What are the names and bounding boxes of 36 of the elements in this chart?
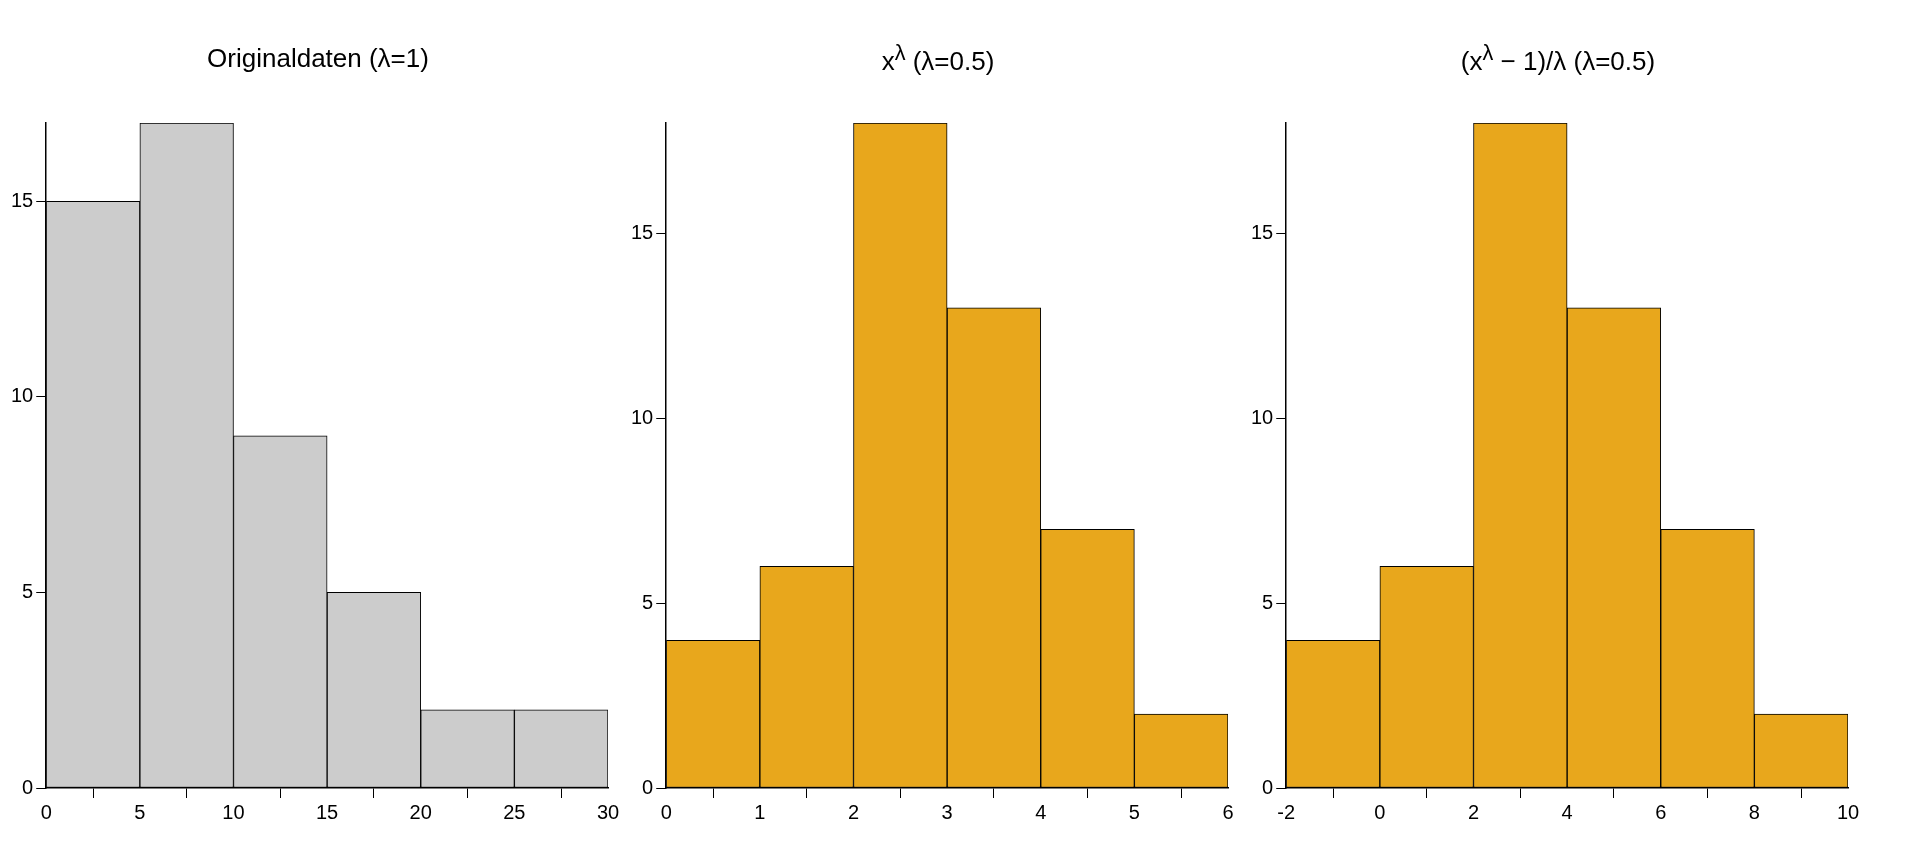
- chart-title: (x$^{λ}$ − 1)/λ (λ=0.5): [1460, 39, 1656, 77]
- x-tick-label: 4: [1561, 800, 1573, 823]
- x-tick-label: 0: [40, 800, 52, 823]
- y-tick-label: 0: [22, 775, 34, 798]
- y-tick-label: 5: [22, 579, 34, 602]
- x-tick-label: 5: [1128, 800, 1140, 823]
- y-tick-label: 0: [1262, 775, 1274, 798]
- x-tick-label: 10: [222, 800, 245, 823]
- x-tick-label: 25: [503, 800, 526, 823]
- x-tick-label: 4: [1035, 800, 1047, 823]
- x-tick-label: 0: [1374, 800, 1386, 823]
- y-tick-label: 15: [631, 221, 654, 244]
- y-tick-label: 10: [11, 384, 34, 407]
- y-tick-label: 10: [1251, 406, 1274, 429]
- chart-title: x$^{λ}$ (λ=0.5): [881, 39, 995, 77]
- x-tick-label: 2: [847, 800, 860, 823]
- x-tick-label: 6: [1655, 800, 1667, 823]
- x-tick-label: 2: [1467, 800, 1480, 823]
- y-tick-label: 15: [1251, 221, 1274, 244]
- x-tick-label: 10: [1836, 800, 1860, 823]
- x-tick-label: 1: [754, 800, 766, 823]
- chart-title: Originaldaten (λ=1): [207, 42, 429, 74]
- y-tick-label: 5: [642, 590, 654, 613]
- x-tick-label: 30: [596, 800, 620, 823]
- x-tick-label: 20: [409, 800, 432, 823]
- x-tick-label: 15: [316, 800, 339, 823]
- y-tick-label: 0: [642, 775, 654, 798]
- x-tick-label: 5: [134, 800, 146, 823]
- x-tick-label: 6: [1222, 800, 1234, 823]
- x-tick-label: 0: [660, 800, 672, 823]
- x-tick-label: -2: [1277, 800, 1296, 823]
- y-tick-label: 15: [11, 188, 34, 211]
- x-tick-label: 3: [941, 800, 953, 823]
- x-tick-label: 8: [1748, 800, 1760, 823]
- y-tick-label: 5: [1262, 590, 1274, 613]
- y-tick-label: 10: [631, 406, 654, 429]
